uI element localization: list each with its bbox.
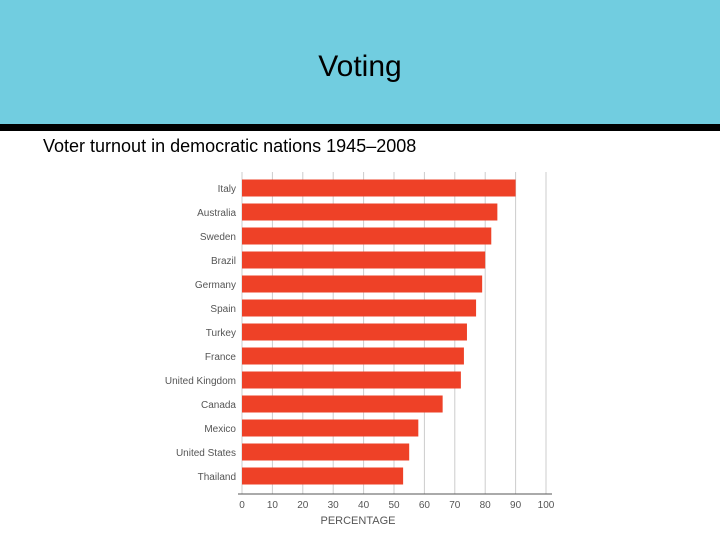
bar-united-kingdom bbox=[242, 371, 461, 389]
bar-sweden bbox=[242, 227, 492, 245]
category-label: Spain bbox=[210, 304, 236, 315]
bar-france bbox=[242, 347, 464, 365]
bar-italy bbox=[242, 179, 516, 197]
category-label: Mexico bbox=[204, 424, 236, 435]
bar-mexico bbox=[242, 419, 419, 437]
x-tick-label: 0 bbox=[239, 500, 245, 511]
x-tick-label: 40 bbox=[358, 500, 370, 511]
x-tick-label: 50 bbox=[388, 500, 400, 511]
slide-subtitle: Voter turnout in democratic nations 1945… bbox=[43, 136, 417, 156]
x-tick-label: 90 bbox=[510, 500, 522, 511]
category-label: Canada bbox=[201, 400, 236, 411]
title-band bbox=[0, 0, 720, 124]
bar-spain bbox=[242, 299, 477, 317]
x-tick-label: 80 bbox=[480, 500, 492, 511]
x-tick-label: 100 bbox=[538, 500, 555, 511]
category-label: Italy bbox=[218, 184, 236, 195]
slide-title: Voting bbox=[318, 50, 402, 83]
bar-brazil bbox=[242, 251, 486, 269]
category-label: Sweden bbox=[200, 232, 236, 243]
bar-australia bbox=[242, 203, 498, 221]
bar-thailand bbox=[242, 467, 404, 485]
category-label: United States bbox=[176, 448, 236, 459]
x-tick-label: 60 bbox=[419, 500, 431, 511]
category-label: Turkey bbox=[206, 328, 236, 339]
category-label: France bbox=[205, 352, 237, 363]
x-tick-label: 70 bbox=[449, 500, 461, 511]
bar-turkey bbox=[242, 323, 467, 341]
x-tick-label: 30 bbox=[328, 500, 340, 511]
category-label: Brazil bbox=[211, 256, 236, 267]
bar-united-states bbox=[242, 443, 410, 461]
category-label: Australia bbox=[197, 208, 236, 219]
bar-canada bbox=[242, 395, 443, 413]
x-tick-label: 20 bbox=[297, 500, 309, 511]
turnout-bar-chart: Italy Australia Sweden Brazil Germany Spain Tu… bbox=[165, 172, 555, 527]
category-label: Germany bbox=[195, 280, 236, 291]
x-tick-label: 10 bbox=[267, 500, 279, 511]
turnout-chart: Italy Australia Sweden Brazil Germany Spain Tu… bbox=[150, 168, 570, 540]
category-label: Thailand bbox=[198, 472, 236, 483]
category-label: United Kingdom bbox=[165, 376, 236, 387]
bar-germany bbox=[242, 275, 483, 293]
x-axis-title: PERCENTAGE bbox=[321, 515, 396, 527]
title-divider bbox=[0, 124, 720, 131]
